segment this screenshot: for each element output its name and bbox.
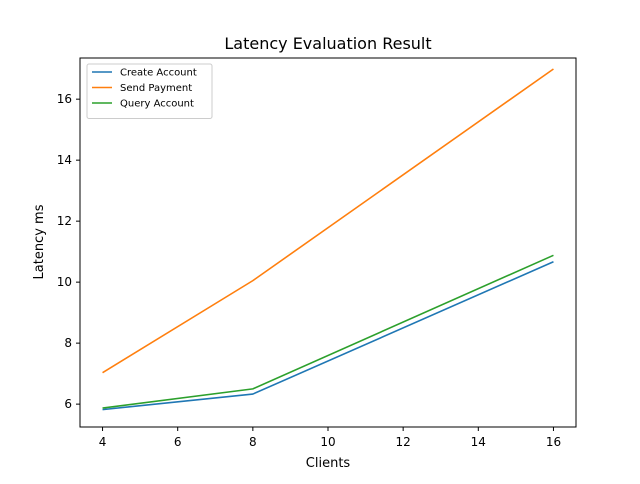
series-line-send-payment: [102, 68, 554, 374]
y-tick-label: 16: [57, 92, 72, 106]
y-tick-label: 14: [57, 153, 72, 167]
series-line-query-account: [102, 254, 554, 409]
series-lines: [102, 68, 554, 411]
legend-label-create-account: Create Account: [120, 68, 197, 79]
y-tick-label: 10: [57, 275, 72, 289]
x-tick-label: 8: [249, 435, 257, 449]
y-tick-label: 12: [57, 214, 72, 228]
legend: Create Account Send Payment Query Account: [86, 63, 213, 119]
legend-label-query-account: Query Account: [120, 99, 194, 110]
x-tick-label: 4: [99, 435, 107, 449]
x-tick-label: 16: [546, 435, 561, 449]
y-axis-label: Latency ms: [32, 204, 47, 279]
series-line-create-account: [102, 260, 554, 411]
x-axis-ticks: 4 6 8 10 12 14 16: [99, 427, 561, 449]
legend-box: [86, 63, 213, 119]
legend-label-send-payment: Send Payment: [120, 83, 192, 94]
x-axis-label: Clients: [306, 456, 351, 471]
chart-title: Latency Evaluation Result: [224, 34, 431, 53]
plot-frame: [79, 57, 577, 428]
x-tick-label: 6: [174, 435, 182, 449]
y-tick-label: 8: [64, 336, 72, 350]
x-tick-label: 10: [320, 435, 335, 449]
x-tick-label: 14: [471, 435, 486, 449]
y-tick-label: 6: [64, 397, 72, 411]
y-axis-ticks: 6 8 10 12 14 16: [57, 92, 80, 411]
x-tick-label: 12: [396, 435, 411, 449]
